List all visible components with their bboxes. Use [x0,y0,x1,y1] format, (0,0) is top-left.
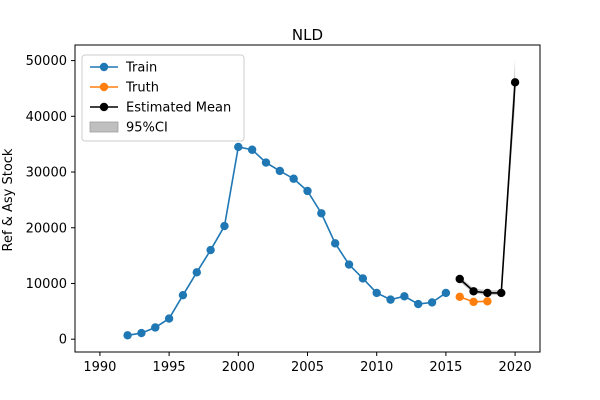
data-point-train [427,298,437,307]
data-point-train [441,288,451,298]
chart-title: NLD [292,26,323,44]
data-point-train [289,174,298,183]
x-tick-label: 2000 [222,360,255,375]
x-axis: 1990 1995 2000 2005 2010 2015 2020 [83,352,532,375]
legend-swatch-patch [89,121,119,133]
data-point-estimated-mean [510,78,520,87]
data-point-truth [483,297,492,306]
legend-label: Truth [125,81,159,96]
data-point-train [178,290,188,300]
data-point-train [358,274,368,283]
series-estimated-mean [455,78,520,298]
legend-swatch-marker [99,62,109,72]
data-point-truth [469,297,478,307]
legend-label: 95%CI [126,121,168,136]
x-tick-label: 1995 [153,360,186,375]
data-point-train [372,288,381,298]
legend-item-truth: Truth [90,81,159,96]
y-tick-label: 20000 [26,221,67,236]
x-tick-label: 2015 [429,360,462,375]
legend-swatch-marker [99,102,109,112]
x-tick-label: 2020 [499,360,532,375]
data-point-train [317,209,326,218]
data-point-train [137,328,146,338]
data-point-train [247,145,257,154]
x-tick-label: 2010 [360,360,393,375]
data-point-train [400,292,409,301]
data-point-estimated-mean [483,288,492,298]
data-point-train [164,314,174,323]
series-train [123,142,451,340]
y-tick-label: 0 [59,333,67,348]
data-point-train [330,239,340,248]
y-tick-label: 40000 [26,110,67,125]
data-point-estimated-mean [469,287,478,296]
data-point-train [275,166,285,176]
legend-box [81,54,245,142]
legend: Train Truth Estimated Mean 95%CI [81,54,245,142]
data-point-truth [455,292,464,302]
data-point-train [386,295,395,304]
y-axis: 0 10000 20000 30000 40000 50000 [26,54,75,348]
data-point-estimated-mean [497,288,506,298]
data-point-train [206,245,215,255]
data-point-train [414,299,423,309]
data-point-train [303,186,312,196]
legend-item-train: Train [90,61,157,76]
legend-label: Train [125,61,157,76]
legend-item-95-ci: 95%CI [89,121,168,136]
x-tick-label: 2005 [291,360,324,375]
plot-area: 1990 1995 2000 2005 2010 2015 2020 0 10000 20000 3… [26,44,541,375]
x-tick-label: 1990 [83,360,116,375]
legend-label: Estimated Mean [126,101,231,116]
y-tick-label: 30000 [26,166,67,181]
data-point-train [220,221,229,231]
data-point-estimated-mean [455,274,464,284]
data-point-train [344,260,354,269]
legend-item-estimated-mean: Estimated Mean [90,101,231,116]
legend-swatch-marker [99,82,109,92]
data-point-train [151,323,160,332]
data-point-train [261,158,271,167]
y-tick-label: 50000 [26,54,67,69]
y-tick-label: 10000 [26,277,67,292]
data-point-train [192,268,201,277]
series-truth [455,292,492,307]
y-axis-label: Ref & Asy Stock [1,148,16,251]
data-point-train [234,142,243,152]
data-point-train [123,331,132,340]
